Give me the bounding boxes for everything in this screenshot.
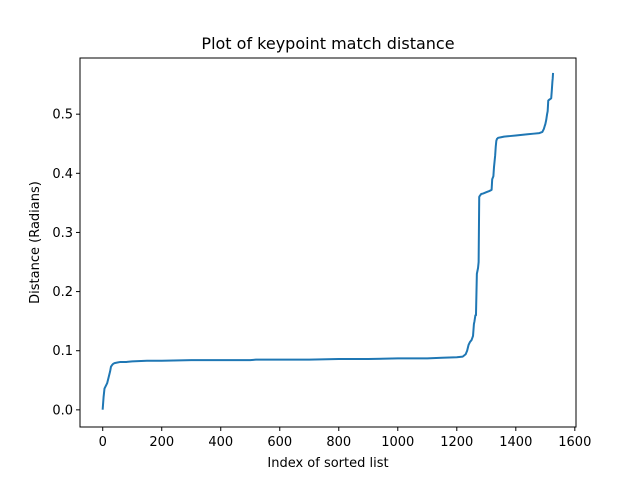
x-axis-ticks: 0 200 400 600 800 1000 1200 1400 1600 [99, 427, 591, 450]
y-axis-ticks: 0.0 0.1 0.2 0.3 0.4 0.5 [52, 108, 80, 418]
x-tick-label: 600 [267, 435, 292, 450]
y-tick-label: 0.3 [52, 226, 73, 241]
x-tick-label: 0 [99, 435, 107, 450]
y-tick-label: 0.2 [52, 285, 73, 300]
x-tick-label: 1400 [499, 435, 532, 450]
x-tick-label: 1000 [381, 435, 414, 450]
x-tick-label: 200 [149, 435, 174, 450]
y-tick-label: 0.4 [52, 167, 73, 182]
y-tick-label: 0.1 [52, 344, 73, 359]
x-tick-label: 1600 [558, 435, 591, 450]
x-tick-label: 1200 [440, 435, 473, 450]
y-tick-label: 0.5 [52, 108, 73, 123]
plot-area-frame [79, 57, 577, 428]
x-tick-label: 800 [326, 435, 351, 450]
y-axis-label: Distance (Radians) [28, 181, 43, 304]
x-axis-label: Index of sorted list [267, 456, 388, 471]
x-tick-label: 400 [208, 435, 233, 450]
y-tick-label: 0.0 [52, 403, 73, 418]
chart-title: Plot of keypoint match distance [201, 34, 454, 53]
series-line [101, 72, 555, 410]
